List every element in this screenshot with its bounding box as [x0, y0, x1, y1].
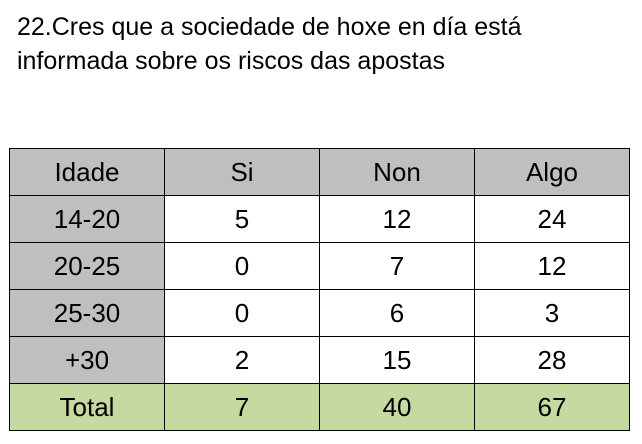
table-header-row: Idade Si Non Algo	[9, 148, 630, 196]
cell-si: 5	[164, 195, 320, 243]
cell-si: 0	[164, 289, 320, 337]
total-si: 7	[164, 383, 320, 431]
total-algo: 67	[474, 383, 630, 431]
header-idade: Idade	[9, 148, 165, 196]
row-label: 14-20	[9, 195, 165, 243]
survey-results-table: Idade Si Non Algo 14-20 5 12 24 20-25 0 …	[9, 148, 630, 431]
question-line-1: 22.Cres que a sociedade de hoxe en día e…	[17, 13, 522, 41]
cell-algo: 12	[474, 242, 630, 290]
row-label: +30	[9, 336, 165, 384]
table-row: 14-20 5 12 24	[9, 195, 630, 243]
question-title: 22.Cres que a sociedade de hoxe en día e…	[17, 10, 627, 78]
table-row: 20-25 0 7 12	[9, 242, 630, 290]
cell-non: 6	[319, 289, 475, 337]
survey-table-container: Idade Si Non Algo 14-20 5 12 24 20-25 0 …	[9, 148, 630, 431]
cell-non: 7	[319, 242, 475, 290]
row-label: 20-25	[9, 242, 165, 290]
question-line-2: informada sobre os riscos das apostas	[17, 47, 445, 75]
cell-algo: 28	[474, 336, 630, 384]
header-algo: Algo	[474, 148, 630, 196]
row-label: 25-30	[9, 289, 165, 337]
header-si: Si	[164, 148, 320, 196]
cell-non: 12	[319, 195, 475, 243]
table-row: 25-30 0 6 3	[9, 289, 630, 337]
cell-si: 2	[164, 336, 320, 384]
cell-algo: 3	[474, 289, 630, 337]
total-non: 40	[319, 383, 475, 431]
total-label: Total	[9, 383, 165, 431]
cell-non: 15	[319, 336, 475, 384]
cell-si: 0	[164, 242, 320, 290]
table-row: +30 2 15 28	[9, 336, 630, 384]
table-total-row: Total 7 40 67	[9, 383, 630, 431]
cell-algo: 24	[474, 195, 630, 243]
header-non: Non	[319, 148, 475, 196]
